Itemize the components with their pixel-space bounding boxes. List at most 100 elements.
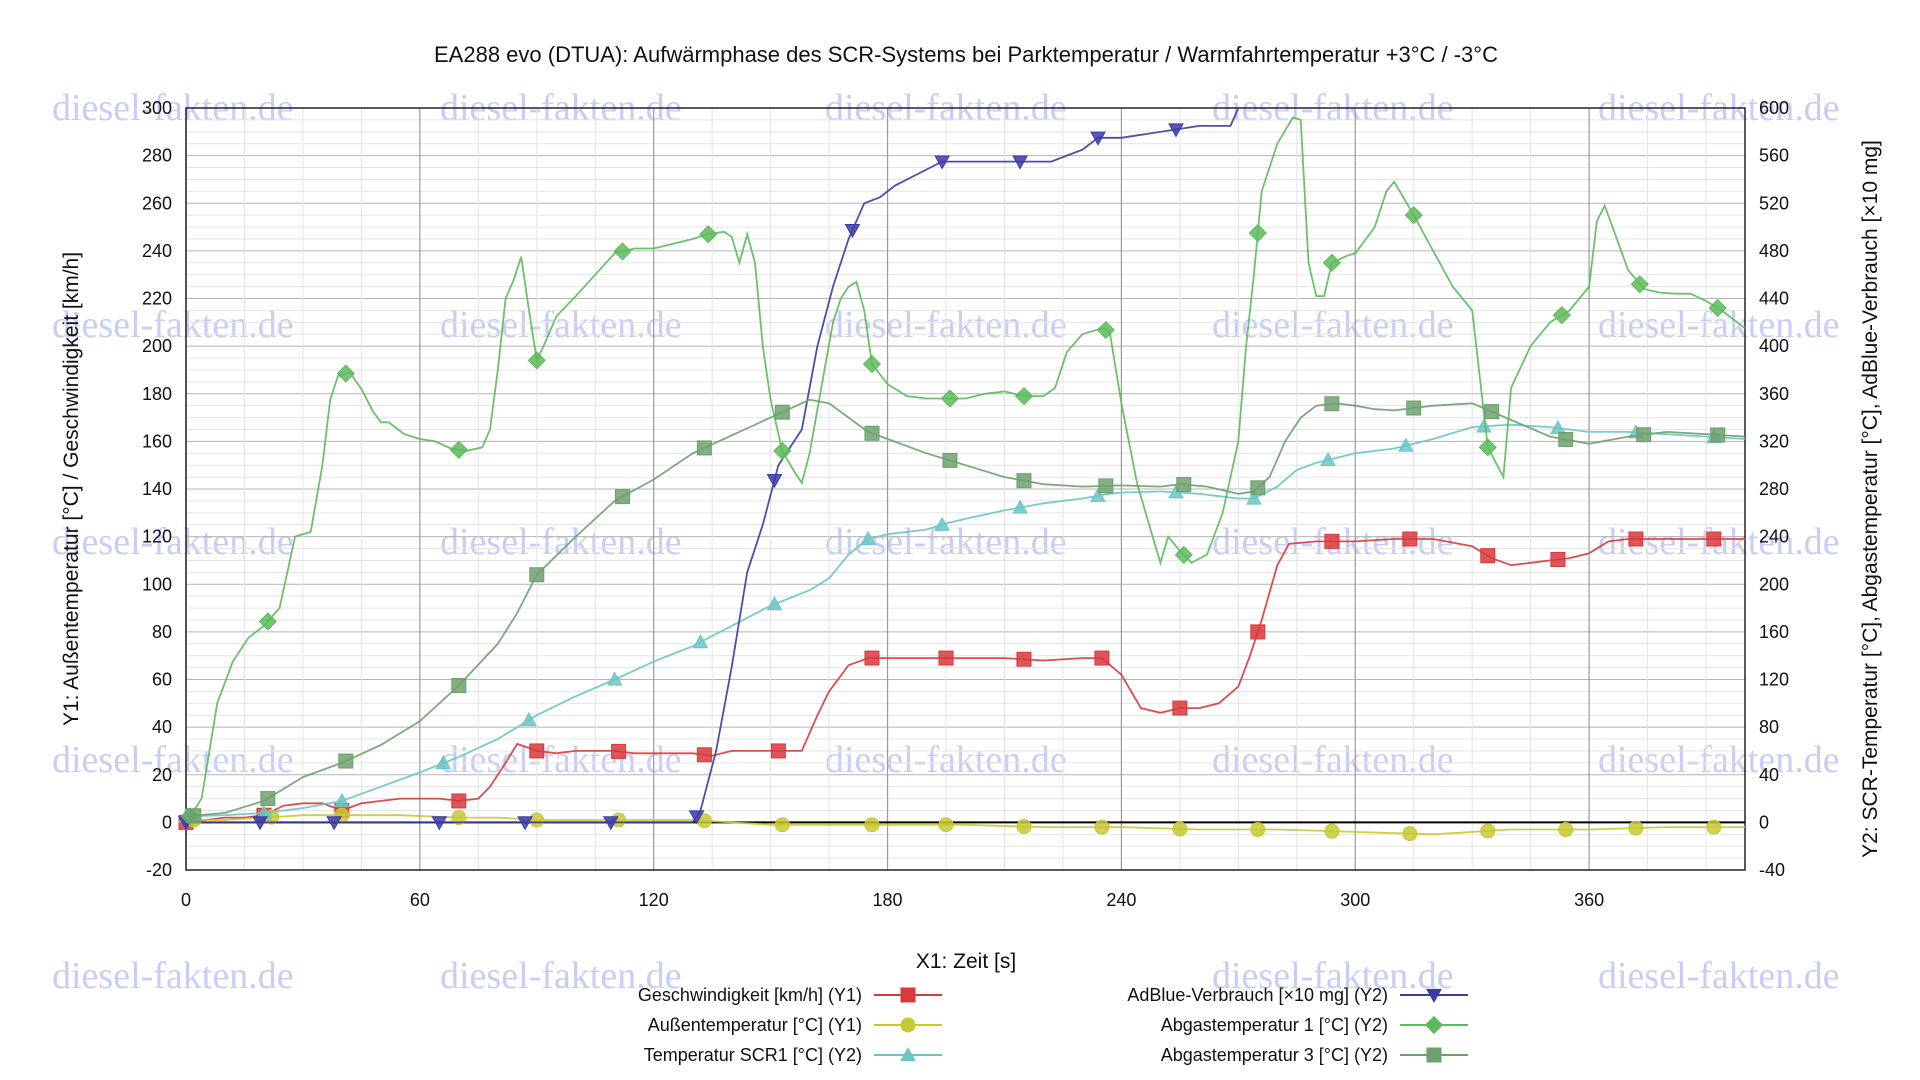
series-line [185,116,1746,823]
y-right-tick-label: 80 [1759,717,1779,737]
y-right-tick-label: 280 [1759,479,1789,499]
data-point-marker [334,792,350,808]
data-point-marker [1246,490,1262,505]
data-point-marker [615,489,631,505]
y-left-tick-label: 80 [152,622,172,642]
data-point-marker [1708,298,1727,318]
x-tick-label: 60 [410,890,430,910]
y-left-tick-label: 20 [152,765,172,785]
data-point-marker [521,711,537,727]
watermark-text: diesel-fakten.de [440,739,682,781]
y-left-tick-label: 260 [142,193,172,213]
data-point-marker [774,404,790,420]
data-point-marker [336,364,355,383]
data-point-marker [1630,275,1649,294]
series-line [185,398,1746,818]
data-point-marker [1480,548,1496,564]
watermark-text: diesel-fakten.de [1598,955,1840,997]
series-layer [178,107,1746,842]
y-right-tick-label: 600 [1759,98,1789,118]
data-point-marker [1558,431,1574,447]
x-tick-label: 0 [181,890,191,910]
data-point-marker [1248,223,1267,243]
data-point-marker [258,612,277,631]
watermark-text: diesel-fakten.de [1598,739,1840,781]
data-point-marker [529,567,545,583]
data-point-marker [1402,826,1418,842]
data-point-marker [451,810,467,826]
data-point-marker [1550,420,1566,435]
legend-label: Geschwindigkeit [km/h] (Y1) [638,985,862,1005]
y-left-tick-label: 160 [142,431,172,451]
data-point-marker [1636,427,1652,443]
y-left-tick-label: 40 [152,717,172,737]
data-point-marker [613,242,632,261]
x-axis-label: X1: Zeit [s] [916,950,1016,973]
data-point-marker [774,817,790,833]
data-point-marker [1320,451,1336,467]
x-tick-label: 360 [1574,890,1604,910]
data-point-marker [934,516,950,531]
data-point-marker [1176,477,1192,493]
data-point-marker [435,755,452,770]
y-right-tick-label: 160 [1759,622,1789,642]
data-point-marker [606,671,623,686]
chart-title: EA288 evo (DTUA): Aufwärmphase des SCR-S… [434,42,1498,67]
data-point-marker [1250,822,1266,838]
data-point-marker [1552,306,1571,325]
y-right-tick-label: 320 [1759,431,1789,451]
data-point-marker [602,816,619,831]
series-4 [180,116,1746,826]
data-point-marker [860,530,876,546]
data-point-marker [527,351,546,370]
data-point-marker [942,452,958,468]
series-5 [185,396,1746,824]
y-left-tick-label: 280 [142,146,172,166]
y-left-tick-label: 0 [162,812,172,832]
data-point-marker [1406,400,1422,416]
y-right-tick-label: 40 [1759,765,1779,785]
data-point-marker [696,440,712,456]
y-right-tick-label: 360 [1759,384,1789,404]
legend-marker [1426,1047,1442,1063]
data-point-marker [688,810,705,825]
y-right-axis-label: Y2: SCR-Temperatur [°C], Abgastemperatur… [1859,140,1882,858]
y-left-tick-label: 180 [142,384,172,404]
y-left-tick-label: 140 [142,479,172,499]
legend-label: Außentemperatur [°C] (Y1) [648,1015,862,1035]
data-point-marker [1172,700,1188,716]
x-tick-label: 240 [1106,890,1136,910]
data-point-marker [1398,437,1414,452]
data-point-marker [766,596,783,611]
y-left-tick-label: 120 [142,527,172,547]
data-point-marker [451,793,467,809]
watermark-text: diesel-fakten.de [52,521,294,563]
data-point-marker [529,812,545,828]
data-point-marker [864,425,880,441]
data-point-marker [1476,418,1492,433]
legend-label: Temperatur SCR1 [°C] (Y2) [644,1045,862,1065]
data-point-marker [773,441,792,461]
data-point-marker [1094,650,1110,666]
legend-marker [1424,1015,1444,1035]
y-left-tick-label: 300 [142,98,172,118]
data-point-marker [1558,822,1574,838]
watermark-text: diesel-fakten.de [440,521,682,563]
data-point-marker [1250,480,1266,496]
data-point-marker [1098,478,1114,494]
data-point-marker [934,155,950,170]
data-point-marker [938,650,954,666]
y-right-tick-label: 560 [1759,146,1789,166]
data-point-marker [1090,487,1106,502]
data-point-marker [449,440,468,459]
data-point-marker [940,389,960,408]
data-point-marker [699,225,718,244]
y-right-tick-label: 480 [1759,241,1789,261]
y-left-tick-label: 60 [152,670,172,690]
data-point-marker [692,634,709,649]
data-point-marker [1322,253,1341,272]
data-point-marker [260,791,276,807]
y-left-tick-label: -20 [146,860,172,880]
y-left-tick-label: 220 [142,289,172,309]
